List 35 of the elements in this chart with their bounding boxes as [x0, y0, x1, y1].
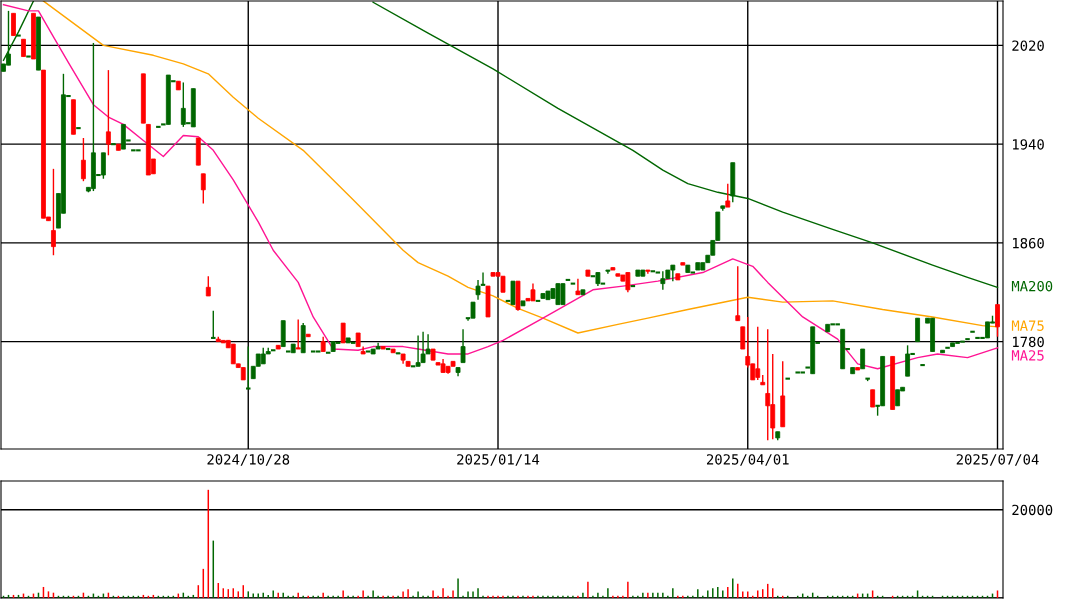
candlestick — [200, 173, 206, 205]
candlestick — [660, 270, 666, 291]
x-tick-label: 2025/07/04 — [956, 454, 1039, 466]
candlestick — [100, 152, 106, 180]
candlestick — [81, 137, 86, 182]
y-tick-label: 1940 — [1013, 139, 1044, 150]
y-tick-label: 1860 — [1013, 237, 1044, 249]
candlestick — [210, 310, 217, 339]
candlestick — [11, 12, 16, 37]
series-label: MA25 — [1011, 350, 1044, 361]
candlestick — [105, 69, 111, 156]
x-tick-label: 2025/01/14 — [457, 454, 540, 466]
candlestick — [905, 344, 911, 377]
series-label: MA200 — [1011, 280, 1053, 292]
candlestick — [765, 328, 771, 442]
x-tick-label: 2024/10/28 — [207, 454, 290, 466]
candlestick — [475, 279, 481, 301]
series-label: MA75 — [1011, 320, 1044, 331]
candlestick — [725, 182, 731, 208]
y-tick-label: 2020 — [1012, 40, 1044, 51]
candlestick — [735, 265, 741, 322]
candlestick — [205, 275, 211, 297]
y-tick-label: 20000 — [1012, 504, 1053, 516]
candlestick — [340, 322, 346, 344]
y-tick-label: 1780 — [1013, 336, 1044, 348]
candlestick — [575, 277, 581, 296]
candlestick — [915, 317, 920, 343]
candlestick — [295, 318, 301, 350]
candlestick — [995, 303, 1000, 338]
candlestick — [460, 328, 466, 364]
candlestick — [740, 326, 746, 350]
candlestick — [860, 348, 866, 370]
candlestick — [510, 280, 516, 306]
candlestick — [51, 168, 56, 256]
x-tick-label: 2025/04/01 — [706, 454, 789, 466]
